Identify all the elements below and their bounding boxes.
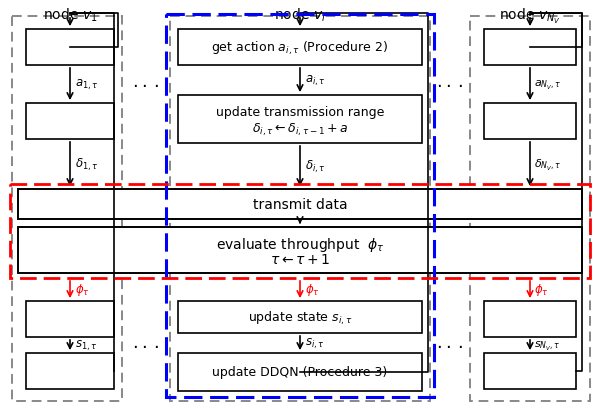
- Text: $\cdot\cdot\cdot$: $\cdot\cdot\cdot$: [436, 76, 464, 94]
- Text: $s_{i,\tau}$: $s_{i,\tau}$: [305, 336, 325, 351]
- Bar: [18, 189, 582, 220]
- Text: $\phi_\tau$: $\phi_\tau$: [75, 282, 90, 298]
- Text: $\delta_{1,\tau}$: $\delta_{1,\tau}$: [75, 156, 98, 173]
- Text: $\tau \leftarrow \tau + 1$: $\tau \leftarrow \tau + 1$: [270, 253, 330, 267]
- Text: $\delta_{N_V,\tau}$: $\delta_{N_V,\tau}$: [534, 157, 561, 172]
- Bar: [26, 301, 114, 337]
- Bar: [178, 30, 422, 66]
- Text: $\delta_{i,\tau} \leftarrow \delta_{i,\tau-1} + a$: $\delta_{i,\tau} \leftarrow \delta_{i,\t…: [252, 121, 348, 137]
- Text: update DDQN (Procedure 3): update DDQN (Procedure 3): [212, 366, 388, 379]
- Text: $s_{1,\tau}$: $s_{1,\tau}$: [75, 338, 98, 352]
- Text: $a_{N_V,\tau}$: $a_{N_V,\tau}$: [534, 78, 561, 91]
- Text: update state $s_{i,\tau}$: update state $s_{i,\tau}$: [248, 309, 352, 326]
- Text: $a_{1,\tau}$: $a_{1,\tau}$: [75, 78, 98, 92]
- Text: $a_{i,\tau}$: $a_{i,\tau}$: [305, 74, 326, 88]
- Bar: [484, 301, 576, 337]
- Text: $s_{N_V,\tau}$: $s_{N_V,\tau}$: [534, 339, 560, 352]
- Bar: [470, 17, 590, 401]
- Bar: [26, 353, 114, 389]
- Text: evaluate throughput  $\phi_{\tau}$: evaluate throughput $\phi_{\tau}$: [216, 235, 384, 253]
- Bar: [484, 30, 576, 66]
- Text: update transmission range: update transmission range: [216, 106, 384, 119]
- Text: $\cdot\cdot\cdot$: $\cdot\cdot\cdot$: [436, 336, 464, 354]
- Text: get action $a_{i,\tau}$ (Procedure 2): get action $a_{i,\tau}$ (Procedure 2): [211, 39, 389, 56]
- Text: $\phi_\tau$: $\phi_\tau$: [534, 282, 549, 298]
- Text: node $v_i$: node $v_i$: [274, 7, 326, 25]
- Bar: [26, 104, 114, 139]
- Text: node $v_{N_V}$: node $v_{N_V}$: [499, 7, 561, 26]
- Bar: [484, 104, 576, 139]
- Bar: [178, 96, 422, 144]
- Text: transmit data: transmit data: [253, 198, 347, 211]
- Bar: [178, 353, 422, 391]
- Bar: [166, 15, 434, 397]
- Text: $\delta_{i,\tau}$: $\delta_{i,\tau}$: [305, 158, 326, 175]
- Text: $\phi_\tau$: $\phi_\tau$: [305, 282, 320, 298]
- Bar: [12, 17, 122, 401]
- Bar: [484, 353, 576, 389]
- Bar: [18, 227, 582, 273]
- Bar: [178, 301, 422, 333]
- Text: node $v_1$: node $v_1$: [43, 7, 97, 25]
- Bar: [26, 30, 114, 66]
- Bar: [10, 184, 590, 278]
- Text: $\cdot\cdot\cdot$: $\cdot\cdot\cdot$: [132, 336, 160, 354]
- Text: $\cdot\cdot\cdot$: $\cdot\cdot\cdot$: [132, 76, 160, 94]
- Bar: [170, 17, 430, 401]
